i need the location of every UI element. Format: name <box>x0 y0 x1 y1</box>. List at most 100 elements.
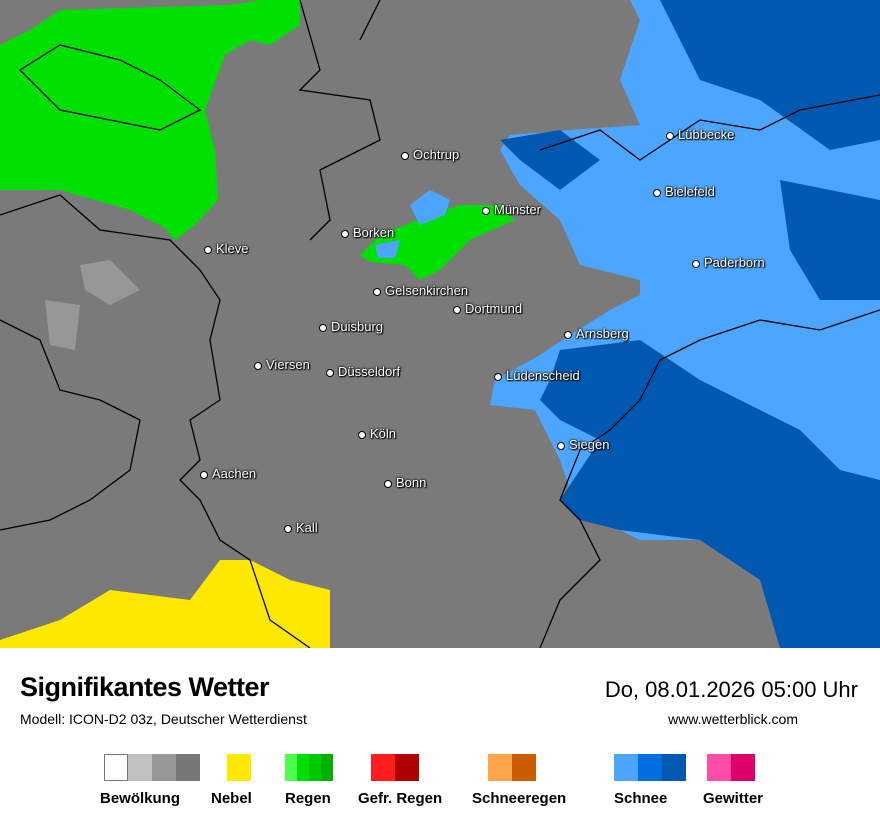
city-marker: Düsseldorf <box>326 364 400 379</box>
city-dot-icon <box>564 330 572 339</box>
city-label: Lübbecke <box>678 127 735 142</box>
legend-swatch <box>104 754 128 781</box>
city-label: Bielefeld <box>665 184 715 199</box>
legend-swatches <box>614 754 686 781</box>
weather-layer <box>0 0 880 648</box>
city-label: Düsseldorf <box>338 364 401 379</box>
legend-swatch <box>707 754 731 781</box>
legend-swatch <box>227 754 251 781</box>
weather-map: Lübbecke Ochtrup Bielefeld Münster Borken Kle… <box>0 0 880 648</box>
city-label: Gelsenkirchen <box>385 283 469 298</box>
legend-swatch <box>488 754 512 781</box>
city-dot-icon <box>254 361 262 370</box>
city-dot-icon <box>284 524 292 533</box>
city-marker: Siegen <box>557 437 609 452</box>
city-marker: Kleve <box>204 241 249 256</box>
legend-swatch <box>128 754 152 781</box>
city-label: Siegen <box>569 437 610 452</box>
city-dot-icon <box>557 441 565 450</box>
city-dot-icon <box>384 479 392 488</box>
city-marker: Lüdenscheid <box>494 368 580 383</box>
legend-swatch <box>662 754 686 781</box>
city-dot-icon <box>358 430 366 439</box>
city-label: Paderborn <box>704 255 765 270</box>
legend-label: Nebel <box>211 790 252 807</box>
city-dot-icon <box>453 305 461 314</box>
city-label: Ochtrup <box>413 147 460 162</box>
legend-swatches <box>104 754 200 781</box>
legend-swatch <box>638 754 662 781</box>
legend-label: Gewitter <box>703 790 764 807</box>
legend-swatch <box>152 754 176 781</box>
city-label: Münster <box>494 202 541 217</box>
legend-swatch <box>512 754 536 781</box>
website-link[interactable]: www.wetterblick.com <box>668 711 798 727</box>
legend-label: Bewölkung <box>100 790 181 807</box>
city-marker: Gelsenkirchen <box>373 283 468 298</box>
model-info: Modell: ICON-D2 03z, Deutscher Wetterdie… <box>20 711 307 727</box>
legend-swatch <box>321 754 333 781</box>
legend-swatches <box>371 754 419 781</box>
city-label: Dortmund <box>465 301 523 316</box>
city-marker: Dortmund <box>453 301 522 316</box>
legend-label: Schnee <box>614 790 668 807</box>
city-dot-icon <box>204 245 212 254</box>
city-dot-icon <box>494 372 502 381</box>
city-label: Duisburg <box>331 319 384 334</box>
legend-swatch <box>371 754 395 781</box>
city-dot-icon <box>482 206 490 215</box>
city-marker: Köln <box>358 426 396 441</box>
page-title: Signifikantes Wetter <box>20 672 270 702</box>
rain-area <box>0 0 300 240</box>
legend-label: Schneeregen <box>472 790 567 807</box>
city-label: Aachen <box>212 466 257 481</box>
city-marker: Bonn <box>384 475 426 490</box>
cloud-area <box>45 260 140 350</box>
city-label: Arnsberg <box>576 326 629 341</box>
city-marker: Arnsberg <box>564 326 629 341</box>
city-dot-icon <box>373 287 381 296</box>
legend-swatches <box>707 754 755 781</box>
legend-swatch <box>297 754 309 781</box>
city-marker: Kall <box>284 520 318 535</box>
rain-area <box>360 205 515 280</box>
fog-area <box>0 560 330 648</box>
city-label: Lüdenscheid <box>506 368 580 383</box>
legend-swatch <box>395 754 419 781</box>
city-marker: Duisburg <box>319 319 383 334</box>
city-marker: Paderborn <box>692 255 765 270</box>
city-label: Kall <box>296 520 318 535</box>
city-marker: Viersen <box>254 357 310 372</box>
borders <box>0 0 880 648</box>
legend-swatch <box>309 754 321 781</box>
legend-swatch <box>731 754 755 781</box>
city-dot-icon <box>341 229 349 238</box>
city-marker: Aachen <box>200 466 256 481</box>
city-label: Bonn <box>396 475 427 490</box>
city-label: Köln <box>370 426 397 441</box>
legend-label: Regen <box>285 790 331 807</box>
city-dot-icon <box>666 131 674 140</box>
city-marker: Bielefeld <box>653 184 715 199</box>
legend-swatches <box>488 754 536 781</box>
city-marker: Borken <box>341 225 394 240</box>
city-label: Borken <box>353 225 395 240</box>
legend-label: Gefr. Regen <box>358 790 443 807</box>
city-label: Viersen <box>266 357 310 372</box>
city-marker: Ochtrup <box>401 147 459 162</box>
legend-swatches <box>285 754 333 781</box>
legend-swatch <box>285 754 297 781</box>
city-dot-icon <box>200 470 208 479</box>
city-dot-icon <box>653 188 661 197</box>
snow-area <box>375 190 450 258</box>
city-dot-icon <box>326 368 334 377</box>
legend-swatch <box>614 754 638 781</box>
legend-swatches <box>227 754 251 781</box>
city-dot-icon <box>401 151 409 160</box>
legend-swatch <box>176 754 200 781</box>
city-dot-icon <box>692 259 700 268</box>
city-dot-icon <box>319 323 327 332</box>
city-marker: Münster <box>482 202 541 217</box>
forecast-datetime: Do, 08.01.2026 05:00 Uhr <box>604 677 858 702</box>
city-label: Kleve <box>216 241 249 256</box>
